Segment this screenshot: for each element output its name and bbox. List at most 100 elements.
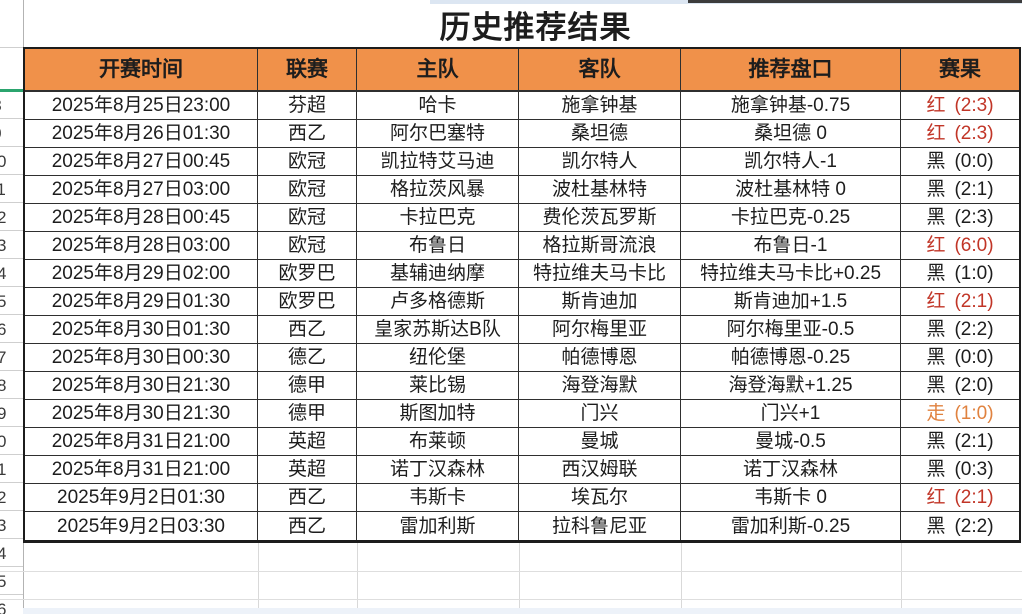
cell-away[interactable]: 拉科鲁尼亚 <box>519 512 681 540</box>
cell-handicap[interactable]: 施拿钟基-0.75 <box>681 92 901 120</box>
cell-home[interactable]: 雷加利斯 <box>357 512 519 540</box>
cell-time[interactable]: 2025年8月30日21:30 <box>25 400 258 428</box>
header-cell-result[interactable]: 赛果 <box>901 49 1019 92</box>
cell-away[interactable]: 特拉维夫马卡比 <box>519 260 681 288</box>
cell-away[interactable]: 施拿钟基 <box>519 92 681 120</box>
cell-home[interactable]: 阿尔巴塞特 <box>357 120 519 148</box>
cell-league[interactable]: 西乙 <box>258 484 357 512</box>
cell-handicap[interactable]: 卡拉巴克-0.25 <box>681 204 901 232</box>
cell-result[interactable]: 红 (2:3) <box>901 92 1019 120</box>
cell-home[interactable]: 凯拉特艾马迪 <box>357 148 519 176</box>
cell-time[interactable]: 2025年8月27日00:45 <box>25 148 258 176</box>
cell-result[interactable]: 红 (2:1) <box>901 484 1019 512</box>
cell-league[interactable]: 英超 <box>258 456 357 484</box>
cell-away[interactable]: 凯尔特人 <box>519 148 681 176</box>
cell-time[interactable]: 2025年8月30日21:30 <box>25 372 258 400</box>
cell-time[interactable]: 2025年9月2日01:30 <box>25 484 258 512</box>
cell-result[interactable]: 红 (2:1) <box>901 288 1019 316</box>
cell-away[interactable]: 斯肯迪加 <box>519 288 681 316</box>
cell-time[interactable]: 2025年8月27日03:00 <box>25 176 258 204</box>
cell-away[interactable]: 桑坦德 <box>519 120 681 148</box>
cell-result[interactable]: 黑 (2:0) <box>901 372 1019 400</box>
cell-league[interactable]: 欧冠 <box>258 148 357 176</box>
cell-away[interactable]: 帕德博恩 <box>519 344 681 372</box>
cell-handicap[interactable]: 曼城-0.5 <box>681 428 901 456</box>
header-cell-home[interactable]: 主队 <box>357 49 519 92</box>
cell-league[interactable]: 西乙 <box>258 120 357 148</box>
cell-handicap[interactable]: 斯肯迪加+1.5 <box>681 288 901 316</box>
cell-result[interactable]: 黑 (2:3) <box>901 204 1019 232</box>
cell-time[interactable]: 2025年8月28日00:45 <box>25 204 258 232</box>
cell-away[interactable]: 曼城 <box>519 428 681 456</box>
cell-result[interactable]: 黑 (0:0) <box>901 148 1019 176</box>
cell-handicap[interactable]: 凯尔特人-1 <box>681 148 901 176</box>
cell-time[interactable]: 2025年8月29日02:00 <box>25 260 258 288</box>
cell-home[interactable]: 哈卡 <box>357 92 519 120</box>
cell-away[interactable]: 西汉姆联 <box>519 456 681 484</box>
cell-result[interactable]: 黑 (2:1) <box>901 428 1019 456</box>
cell-home[interactable]: 莱比锡 <box>357 372 519 400</box>
cell-time[interactable]: 2025年8月30日01:30 <box>25 316 258 344</box>
cell-league[interactable]: 英超 <box>258 428 357 456</box>
cell-league[interactable]: 芬超 <box>258 92 357 120</box>
cell-league[interactable]: 德甲 <box>258 372 357 400</box>
cell-away[interactable]: 海登海默 <box>519 372 681 400</box>
cell-home[interactable]: 布莱顿 <box>357 428 519 456</box>
cell-league[interactable]: 欧罗巴 <box>258 288 357 316</box>
cell-handicap[interactable]: 韦斯卡 0 <box>681 484 901 512</box>
cell-handicap[interactable]: 诺丁汉森林 <box>681 456 901 484</box>
cell-home[interactable]: 诺丁汉森林 <box>357 456 519 484</box>
cell-home[interactable]: 卢多格德斯 <box>357 288 519 316</box>
cell-handicap[interactable]: 阿尔梅里亚-0.5 <box>681 316 901 344</box>
header-cell-time[interactable]: 开赛时间 <box>25 49 258 92</box>
cell-handicap[interactable]: 门兴+1 <box>681 400 901 428</box>
header-cell-handicap[interactable]: 推荐盘口 <box>681 49 901 92</box>
cell-away[interactable]: 波杜基林特 <box>519 176 681 204</box>
cell-result[interactable]: 黑 (2:2) <box>901 512 1019 540</box>
cell-away[interactable]: 门兴 <box>519 400 681 428</box>
cell-league[interactable]: 欧冠 <box>258 204 357 232</box>
cell-handicap[interactable]: 桑坦德 0 <box>681 120 901 148</box>
cell-handicap[interactable]: 特拉维夫马卡比+0.25 <box>681 260 901 288</box>
cell-time[interactable]: 2025年9月2日03:30 <box>25 512 258 540</box>
cell-result[interactable]: 黑 (1:0) <box>901 260 1019 288</box>
cell-away[interactable]: 格拉斯哥流浪 <box>519 232 681 260</box>
cell-home[interactable]: 纽伦堡 <box>357 344 519 372</box>
cell-home[interactable]: 布鲁日 <box>357 232 519 260</box>
cell-result[interactable]: 黑 (2:2) <box>901 316 1019 344</box>
cell-handicap[interactable]: 海登海默+1.25 <box>681 372 901 400</box>
cell-home[interactable]: 卡拉巴克 <box>357 204 519 232</box>
cell-home[interactable]: 斯图加特 <box>357 400 519 428</box>
cell-result[interactable]: 红 (2:3) <box>901 120 1019 148</box>
cell-handicap[interactable]: 布鲁日-1 <box>681 232 901 260</box>
cell-result[interactable]: 红 (6:0) <box>901 232 1019 260</box>
cell-time[interactable]: 2025年8月31日21:00 <box>25 456 258 484</box>
cell-time[interactable]: 2025年8月31日21:00 <box>25 428 258 456</box>
header-cell-away[interactable]: 客队 <box>519 49 681 92</box>
cell-time[interactable]: 2025年8月30日00:30 <box>25 344 258 372</box>
cell-home[interactable]: 基辅迪纳摩 <box>357 260 519 288</box>
cell-home[interactable]: 皇家苏斯达B队 <box>357 316 519 344</box>
cell-league[interactable]: 欧罗巴 <box>258 260 357 288</box>
cell-result[interactable]: 黑 (2:1) <box>901 176 1019 204</box>
cell-handicap[interactable]: 波杜基林特 0 <box>681 176 901 204</box>
cell-league[interactable]: 欧冠 <box>258 232 357 260</box>
cell-result[interactable]: 黑 (0:0) <box>901 344 1019 372</box>
cell-time[interactable]: 2025年8月28日03:00 <box>25 232 258 260</box>
cell-away[interactable]: 费伦茨瓦罗斯 <box>519 204 681 232</box>
cell-away[interactable]: 阿尔梅里亚 <box>519 316 681 344</box>
cell-league[interactable]: 西乙 <box>258 316 357 344</box>
header-cell-league[interactable]: 联赛 <box>258 49 357 92</box>
cell-time[interactable]: 2025年8月25日23:00 <box>25 92 258 120</box>
cell-result[interactable]: 走 (1:0) <box>901 400 1019 428</box>
cell-league[interactable]: 欧冠 <box>258 176 357 204</box>
cell-home[interactable]: 格拉茨风暴 <box>357 176 519 204</box>
cell-away[interactable]: 埃瓦尔 <box>519 484 681 512</box>
cell-time[interactable]: 2025年8月26日01:30 <box>25 120 258 148</box>
cell-handicap[interactable]: 帕德博恩-0.25 <box>681 344 901 372</box>
cell-handicap[interactable]: 雷加利斯-0.25 <box>681 512 901 540</box>
cell-league[interactable]: 德甲 <box>258 400 357 428</box>
cell-result[interactable]: 黑 (0:3) <box>901 456 1019 484</box>
cell-league[interactable]: 西乙 <box>258 512 357 540</box>
cell-home[interactable]: 韦斯卡 <box>357 484 519 512</box>
